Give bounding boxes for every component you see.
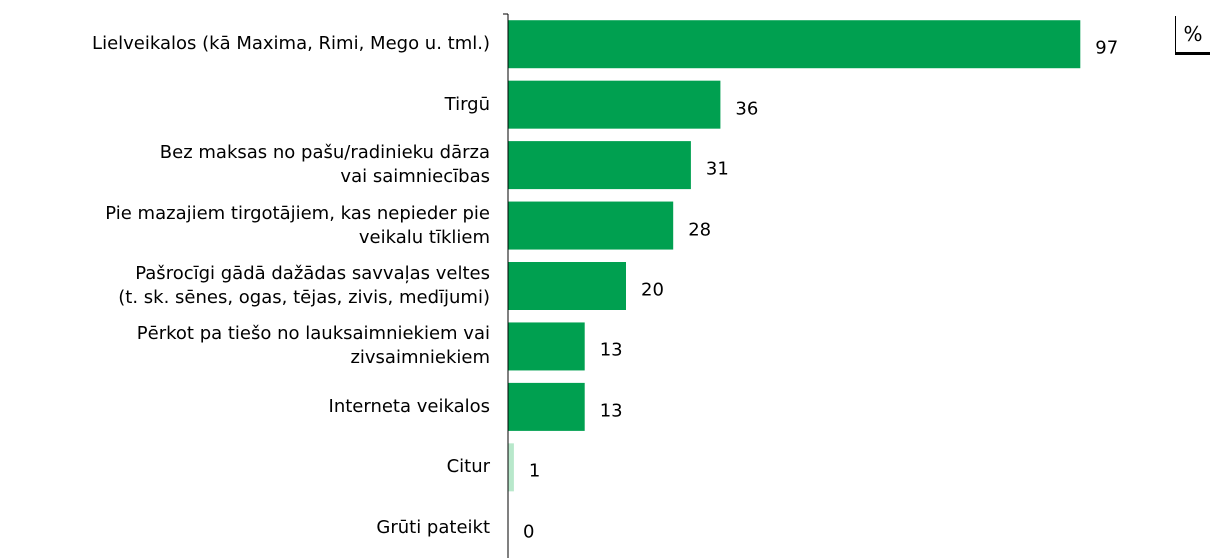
- category-label: Pie mazajiem tirgotājiem, kas nepieder p…: [105, 202, 490, 248]
- value-label: 1: [528, 460, 541, 482]
- value-label: 97: [1095, 37, 1119, 59]
- value-label: 13: [599, 339, 623, 361]
- value-label: 31: [705, 158, 729, 180]
- bar: [508, 80, 721, 129]
- bar: [508, 20, 1081, 69]
- category-label: Pašrocīgi gādā dažādas savvaļas veltes (…: [118, 263, 490, 308]
- category-label: Citur: [446, 456, 490, 478]
- unit-box: %: [1175, 16, 1210, 55]
- category-label: Lielveikalos (kā Maxima, Rimi, Mego u. t…: [92, 33, 490, 55]
- bar: [508, 443, 514, 492]
- category-label: Interneta veikalos: [328, 395, 490, 417]
- value-label: 0: [523, 521, 535, 543]
- bar: [508, 322, 585, 371]
- value-label: 20: [641, 279, 664, 301]
- bar: [508, 382, 585, 431]
- category-label: Tirgū: [444, 93, 490, 115]
- value-label: 36: [735, 98, 759, 120]
- bar: [508, 141, 691, 190]
- value-label: 28: [688, 219, 712, 241]
- bar: [508, 201, 674, 250]
- category-label: Grūti pateikt: [376, 516, 490, 538]
- category-label: Bez maksas no pašu/radinieku dārza vai s…: [159, 142, 490, 188]
- category-label: Pērkot pa tiešo no lauksaimniekiem vai z…: [136, 323, 490, 369]
- bar: [508, 262, 626, 310]
- value-label: 13: [599, 400, 623, 422]
